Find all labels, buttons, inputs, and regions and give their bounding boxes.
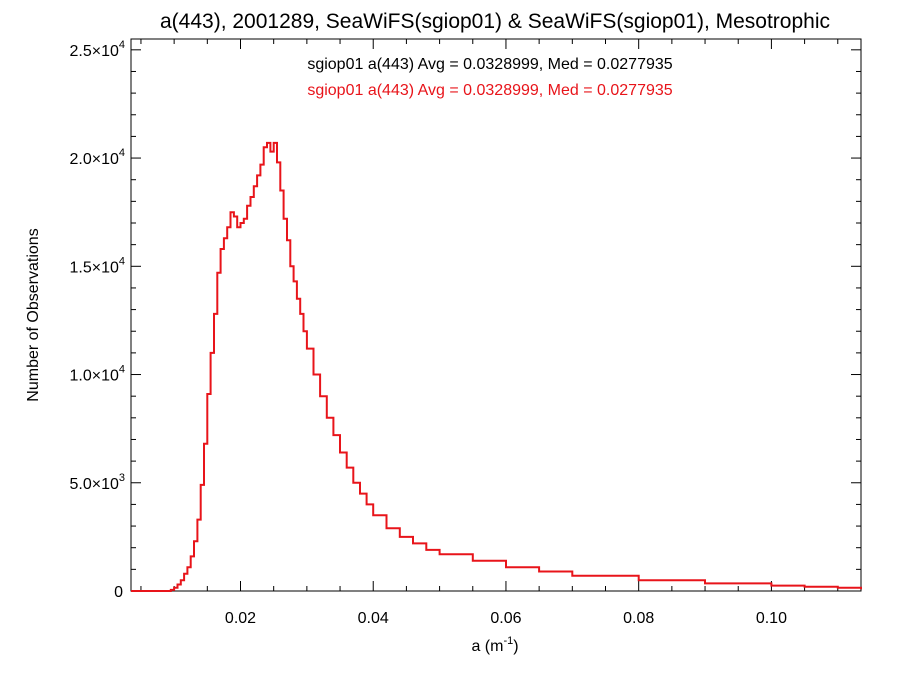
plot-frame	[130, 38, 862, 592]
x-axis-label: a (m-1)	[471, 635, 518, 655]
y-tick-label: 2.5×104	[69, 39, 125, 60]
x-axis: 0.02 0.04 0.06 0.08 0.10	[140, 39, 839, 627]
y-tick-label: 1.0×104	[69, 364, 125, 385]
histogram-series-line	[131, 141, 862, 592]
annotation-avg-med-red: sgiop01 a(443) Avg = 0.0328999, Med = 0.…	[307, 82, 672, 99]
x-tick-label: 0.10	[756, 610, 787, 627]
annotation-avg-med-black: sgiop01 a(443) Avg = 0.0328999, Med = 0.…	[307, 56, 672, 73]
chart-title: a(443), 2001289, SeaWiFS(sgiop01) & SeaW…	[160, 10, 830, 33]
x-axis-label-exponent: -1	[503, 635, 513, 647]
y-tick-label: 0	[114, 584, 123, 601]
y-axis-label: Number of Observations	[25, 228, 42, 401]
y-tick-label: 1.5×104	[69, 255, 125, 276]
x-tick-label: 0.06	[490, 610, 521, 627]
y-tick-label: 2.0×104	[69, 147, 125, 168]
y-axis: 0 5.0×103 1.0×104 1.5×104 2.0×104 2.5×104	[69, 39, 861, 601]
x-tick-label: 0.08	[623, 610, 654, 627]
x-tick-label: 0.04	[358, 610, 389, 627]
x-tick-label: 0.02	[225, 610, 256, 627]
y-tick-label: 5.0×103	[69, 472, 125, 493]
